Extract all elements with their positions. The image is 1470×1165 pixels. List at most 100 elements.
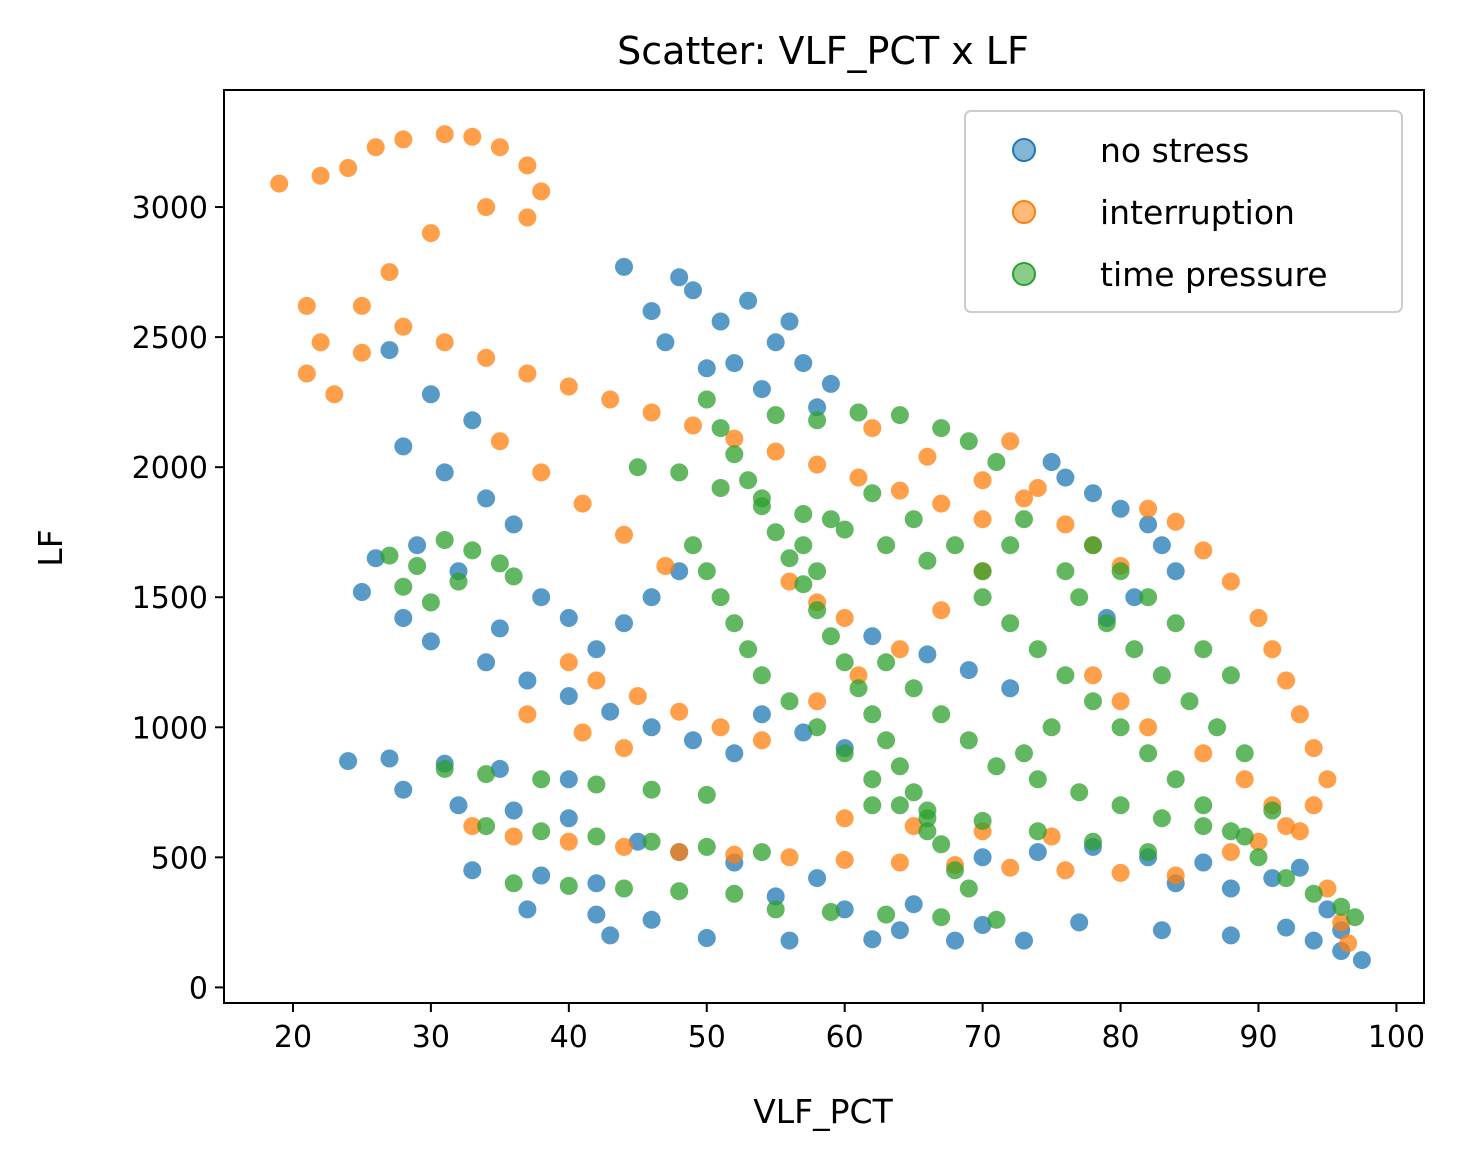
data-point [380, 263, 399, 282]
data-point [877, 653, 896, 672]
data-point [808, 869, 827, 888]
data-point [366, 138, 385, 157]
data-point [987, 757, 1006, 776]
data-point [959, 432, 978, 451]
x-tick-label: 20 [274, 1020, 312, 1055]
data-point [780, 692, 799, 711]
data-point [642, 718, 661, 737]
data-point [601, 926, 620, 945]
data-point [642, 910, 661, 929]
data-point [449, 572, 468, 591]
data-point [932, 908, 951, 927]
data-point [1111, 692, 1130, 711]
data-point [1166, 562, 1185, 581]
data-point [670, 702, 689, 721]
data-point [477, 765, 496, 784]
data-point [863, 930, 882, 949]
data-point [808, 562, 827, 581]
data-point [325, 385, 344, 404]
data-point [959, 731, 978, 750]
data-point [794, 536, 813, 555]
data-point [711, 312, 730, 331]
legend-marker [1012, 262, 1036, 286]
legend-marker [1012, 200, 1036, 224]
data-point [684, 281, 702, 300]
data-point [380, 546, 399, 565]
data-point [835, 520, 854, 539]
data-point [1056, 515, 1075, 534]
data-point [904, 817, 923, 836]
data-point [932, 419, 951, 438]
data-point [1290, 822, 1309, 841]
legend: no stress interruption time pressure [964, 110, 1403, 313]
data-point [1318, 879, 1337, 898]
data-point [863, 796, 882, 815]
data-point [1152, 666, 1171, 685]
data-point [725, 354, 744, 373]
data-point [849, 468, 868, 487]
data-point [725, 445, 744, 464]
data-point [504, 567, 523, 586]
data-point [1352, 951, 1371, 970]
data-point [532, 822, 551, 841]
data-point [477, 653, 496, 672]
data-point [615, 614, 633, 633]
data-point [739, 640, 758, 659]
data-point [849, 403, 868, 422]
data-point [1056, 562, 1075, 581]
data-point [1166, 614, 1185, 633]
data-point [297, 296, 316, 315]
legend-marker [1012, 138, 1036, 162]
data-point [1208, 718, 1227, 737]
y-axis: 0 500 1000 1500 2000 2500 3000 [132, 191, 224, 1006]
data-point [1194, 796, 1213, 815]
data-point [932, 835, 951, 854]
data-point [463, 817, 482, 836]
data-point [918, 801, 937, 820]
chart-title: Scatter: VLF_PCT x LF [617, 29, 1029, 73]
data-point [1235, 770, 1254, 789]
data-point [780, 572, 799, 591]
data-point [435, 531, 454, 549]
data-point [477, 198, 496, 217]
data-point [877, 905, 896, 924]
data-point [1028, 843, 1047, 862]
data-point [1028, 822, 1047, 841]
data-point [835, 900, 854, 919]
data-point [532, 866, 551, 885]
x-axis-label: VLF_PCT [753, 1092, 893, 1131]
data-point [918, 645, 937, 664]
data-point [821, 510, 840, 529]
data-point [973, 588, 992, 607]
data-point [559, 377, 578, 396]
data-point [670, 562, 689, 581]
data-point [766, 887, 785, 906]
data-point [1332, 913, 1351, 932]
x-tick-label: 80 [1101, 1020, 1139, 1055]
data-point [835, 850, 854, 869]
data-point [642, 780, 661, 799]
data-point [1180, 692, 1199, 711]
y-tick-label: 500 [151, 841, 208, 876]
data-point [559, 609, 578, 627]
data-point [808, 601, 827, 620]
data-point [435, 333, 454, 352]
data-point [835, 653, 854, 672]
data-point [1263, 869, 1282, 888]
data-point [973, 811, 992, 830]
data-point [463, 861, 482, 880]
data-point [1056, 666, 1075, 685]
data-point [849, 666, 868, 685]
data-point [587, 827, 606, 846]
data-point [463, 411, 482, 430]
data-point [821, 903, 840, 921]
data-point [463, 541, 482, 560]
data-point [697, 929, 716, 947]
data-point [808, 411, 827, 430]
x-tick-label: 90 [1239, 1020, 1277, 1055]
data-point [449, 796, 468, 815]
data-point [504, 874, 523, 893]
data-point [339, 159, 358, 177]
data-point [490, 138, 509, 157]
data-point [711, 718, 730, 737]
